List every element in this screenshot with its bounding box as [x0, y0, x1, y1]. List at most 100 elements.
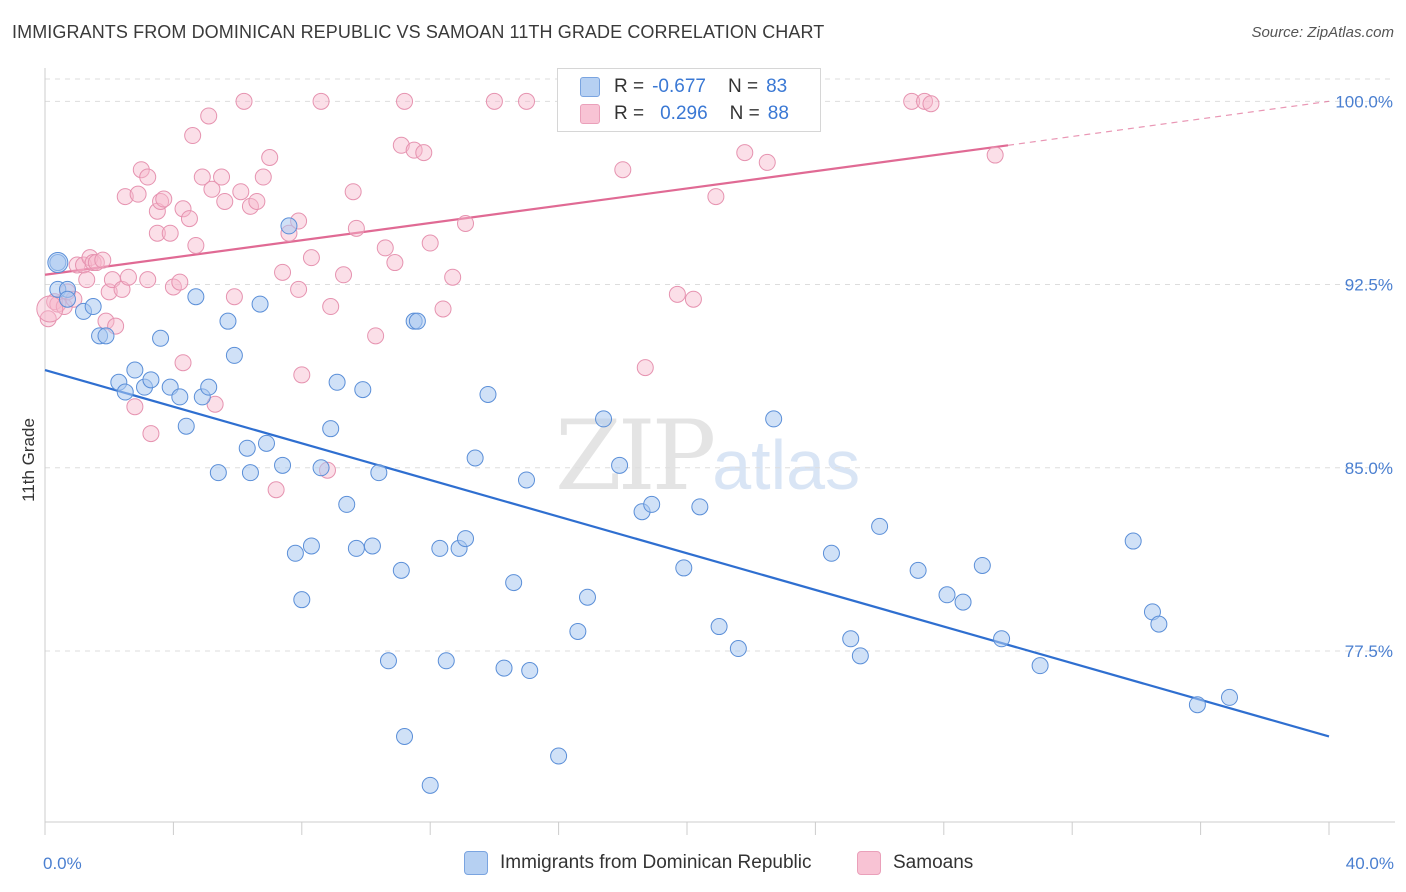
dominican-point: [322, 420, 340, 438]
bottom-legend-label-blue: Immigrants from Dominican Republic: [500, 852, 812, 873]
samoans-point: [174, 200, 192, 218]
dominican-point: [286, 544, 304, 562]
y-tick-label: 92.5%: [1345, 276, 1393, 295]
samoans-point: [684, 290, 702, 308]
samoans-point: [457, 214, 475, 232]
legend-r-label: R =: [614, 103, 645, 124]
samoans-point: [261, 149, 279, 167]
samoans-point: [225, 288, 243, 306]
x-tick-label: 40.0%: [1346, 854, 1394, 873]
samoans-trend-line: [44, 144, 1009, 276]
dominican-point: [595, 410, 613, 428]
watermark-atlas: atlas: [712, 426, 861, 504]
samoans-point: [139, 168, 157, 186]
samoans-point: [668, 285, 686, 303]
dominican-point: [505, 574, 523, 592]
samoans-point: [248, 192, 266, 210]
dominican-point: [47, 252, 69, 274]
grid-lines: [45, 78, 1395, 652]
correlation-legend: R = -0.677 N = 83 R = 0.296 N = 88: [557, 68, 821, 132]
dominican-point: [643, 495, 661, 513]
samoans-point: [187, 236, 205, 254]
y-tick-label: 77.5%: [1345, 642, 1393, 661]
bottom-legend-pink: Samoans: [857, 851, 973, 875]
watermark: ZIPatlas: [555, 400, 860, 512]
y-tick-label: 85.0%: [1345, 459, 1393, 478]
dominican-point: [200, 378, 218, 396]
legend-row-blue: R = -0.677 N = 83: [580, 75, 787, 99]
dominican-point: [116, 383, 134, 401]
dominican-point: [822, 544, 840, 562]
samoans-point: [434, 300, 452, 318]
samoans-trend-extension: [1007, 100, 1330, 146]
dominican-point: [302, 537, 320, 555]
dominican-point: [241, 464, 259, 482]
dominican-point: [938, 586, 956, 604]
dominican-point: [909, 561, 927, 579]
dominican-trend-line: [44, 368, 1330, 738]
samoans-point: [155, 190, 173, 208]
dominican-point: [274, 456, 292, 474]
samoans-point: [274, 263, 292, 281]
samoans-point: [758, 153, 776, 171]
bottom-legend-swatch-blue: [464, 851, 488, 875]
dominican-point: [293, 591, 311, 609]
bottom-legend-label-pink: Samoans: [893, 852, 974, 873]
dominican-point: [1150, 615, 1168, 633]
samoans-point: [254, 168, 272, 186]
samoans-point: [152, 192, 170, 210]
legend-n-label: N =: [727, 76, 759, 97]
dominican-point: [97, 327, 115, 345]
samoans-point: [405, 141, 423, 159]
samoans-point: [129, 185, 147, 203]
dominican-point: [225, 346, 243, 364]
dominican-point: [421, 776, 439, 794]
tick-labels: 77.5% 85.0% 92.5% 100.0% 0.0% 40.0%: [43, 92, 1394, 873]
samoans-points: [36, 92, 1004, 499]
dominican-point: [238, 439, 256, 457]
samoans-point: [75, 256, 93, 274]
dominican-point: [550, 747, 568, 765]
y-axis-label: 11th Grade: [19, 418, 38, 502]
samoans-point: [290, 280, 308, 298]
samoans-point: [39, 310, 57, 328]
samoans-point: [636, 359, 654, 377]
dominican-point: [187, 288, 205, 306]
samoans-point: [922, 95, 940, 113]
samoans-point: [485, 92, 503, 110]
dominican-point: [126, 361, 144, 379]
samoans-point: [707, 188, 725, 206]
source-label: Source: ZipAtlas.com: [1251, 24, 1394, 41]
samoans-point: [518, 92, 535, 110]
dominican-point: [842, 630, 860, 648]
samoans-point: [267, 481, 285, 499]
samoans-point: [132, 161, 150, 179]
samoans-point: [142, 425, 160, 443]
samoans-point: [386, 254, 404, 272]
samoans-point: [986, 146, 1004, 164]
dominican-point: [851, 647, 869, 665]
dominican-point: [251, 295, 269, 313]
dominican-point: [396, 727, 414, 745]
dominican-point: [765, 410, 783, 428]
dominican-point: [370, 464, 388, 482]
dominican-point: [521, 662, 539, 680]
dominican-point: [993, 630, 1011, 648]
dominican-point: [338, 495, 356, 513]
legend-r-value: 0.296: [660, 103, 708, 124]
samoans-point: [119, 268, 137, 286]
legend-n-value: 83: [766, 76, 788, 97]
samoans-point: [139, 271, 157, 289]
dominican-point: [142, 371, 160, 389]
samoans-point: [347, 219, 365, 237]
trend-lines: [44, 100, 1330, 738]
dominican-point: [457, 530, 475, 548]
dominican-point: [1220, 688, 1238, 706]
samoans-point: [335, 266, 353, 284]
dominican-point: [569, 622, 587, 640]
dominican-point: [379, 652, 397, 670]
samoans-point: [206, 395, 224, 413]
legend-swatch-blue: [580, 77, 600, 97]
dominican-point: [257, 434, 275, 452]
